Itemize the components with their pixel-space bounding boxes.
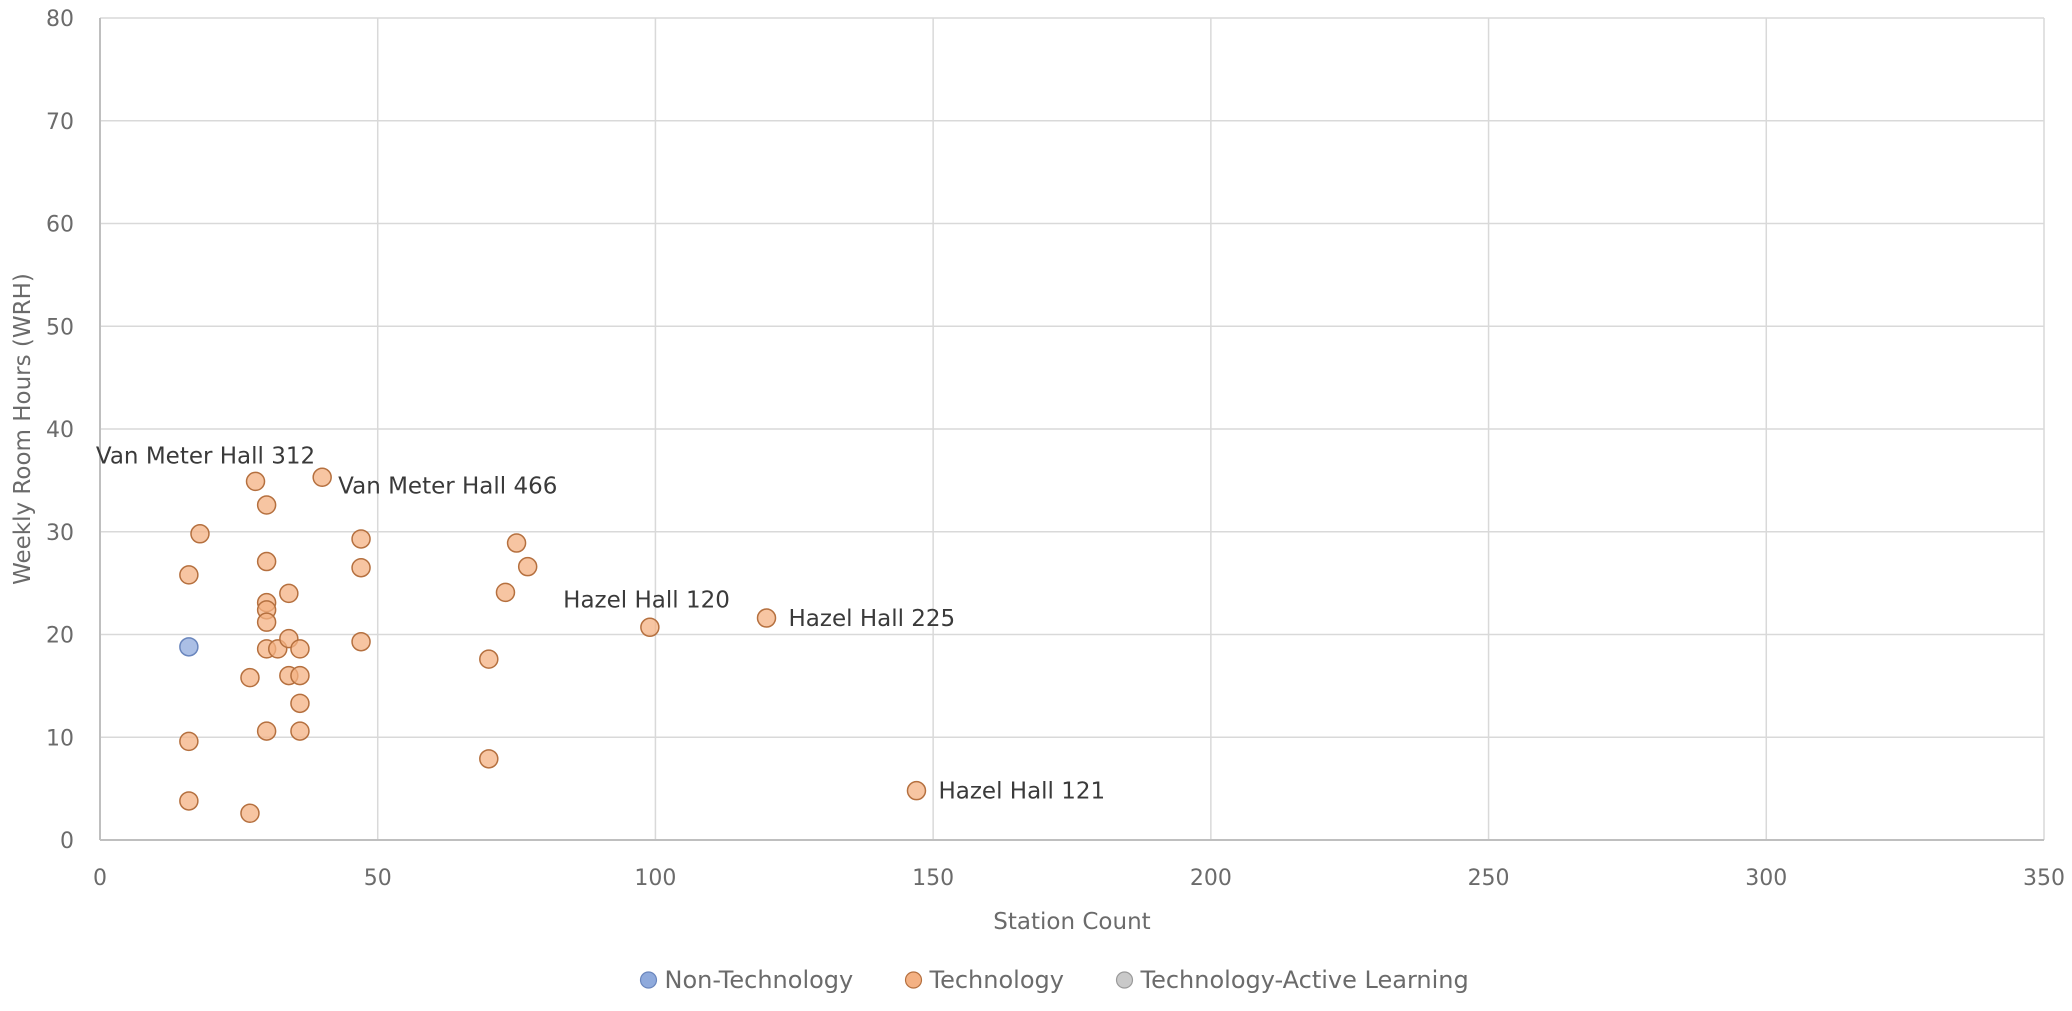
data-point xyxy=(517,556,538,577)
legend-label: Non-Technology xyxy=(665,966,854,994)
y-tick-label: 10 xyxy=(46,726,74,751)
data-point xyxy=(256,495,277,515)
gridlines xyxy=(100,17,2045,840)
data-label: Hazel Hall 120 xyxy=(563,587,730,613)
data-point xyxy=(351,631,371,652)
y-tick-label: 60 xyxy=(46,213,74,238)
data-label: Van Meter Hall 312 xyxy=(96,443,315,469)
data-point xyxy=(179,731,199,752)
data-point xyxy=(256,551,277,572)
data-point xyxy=(290,665,310,686)
x-tick-label: 300 xyxy=(1745,866,1787,891)
data-point xyxy=(190,524,210,544)
y-tick-label: 50 xyxy=(46,315,74,340)
x-axis-title: Station Count xyxy=(993,909,1150,935)
y-tick-label: 40 xyxy=(46,418,74,443)
data-point xyxy=(279,583,299,604)
x-tick-label: 150 xyxy=(912,866,954,891)
data-point xyxy=(290,721,310,741)
data-point xyxy=(179,637,199,657)
x-tick-label: 200 xyxy=(1190,866,1232,891)
x-tick-label: 350 xyxy=(2023,866,2065,891)
legend-marker xyxy=(639,971,658,989)
data-point xyxy=(312,467,332,488)
data-label: Hazel Hall 121 xyxy=(938,779,1105,805)
data-point xyxy=(290,639,310,659)
data-label: Van Meter Hall 466 xyxy=(338,473,557,499)
data-points xyxy=(179,467,927,824)
y-axis-title: Weekly Room Hours (WRH) xyxy=(10,273,36,585)
data-point xyxy=(506,533,527,553)
data-point xyxy=(290,693,310,714)
x-tick-label: 250 xyxy=(1468,866,1510,891)
data-point xyxy=(179,791,199,811)
data-point xyxy=(495,582,516,603)
data-point xyxy=(240,667,260,688)
legend-label: Technology xyxy=(929,966,1064,994)
legend-label: Technology-Active Learning xyxy=(1140,966,1469,994)
x-tick-label: 0 xyxy=(93,866,107,891)
data-label: Hazel Hall 225 xyxy=(789,606,956,632)
data-point xyxy=(256,721,277,741)
x-tick-label: 50 xyxy=(364,866,392,891)
data-point xyxy=(256,612,277,632)
data-point xyxy=(906,780,927,801)
y-tick-label: 30 xyxy=(46,521,74,546)
data-point xyxy=(245,471,266,492)
data-point xyxy=(240,803,260,824)
y-tick-label: 70 xyxy=(46,110,74,135)
data-point xyxy=(640,617,660,638)
data-point xyxy=(351,557,371,578)
legend-marker xyxy=(1115,971,1134,989)
legend: Non-Technology Technology Technology-Activ… xyxy=(639,966,1469,994)
y-tick-label: 20 xyxy=(46,624,74,649)
y-tick-label: 0 xyxy=(60,829,74,854)
data-point xyxy=(179,565,199,585)
data-point xyxy=(479,749,499,769)
legend-marker xyxy=(904,971,923,989)
y-tick-label: 80 xyxy=(46,7,74,32)
data-point xyxy=(479,649,499,669)
data-point xyxy=(351,529,371,549)
axes: 0 10 20 30 40 50 60 70 80 0 50 100 150 200 250 300 350 xyxy=(46,7,2065,891)
point-labels: Van Meter Hall 312 Van Meter Hall 466 Haze… xyxy=(96,443,1105,804)
x-tick-label: 100 xyxy=(634,866,676,891)
data-point xyxy=(756,608,777,628)
